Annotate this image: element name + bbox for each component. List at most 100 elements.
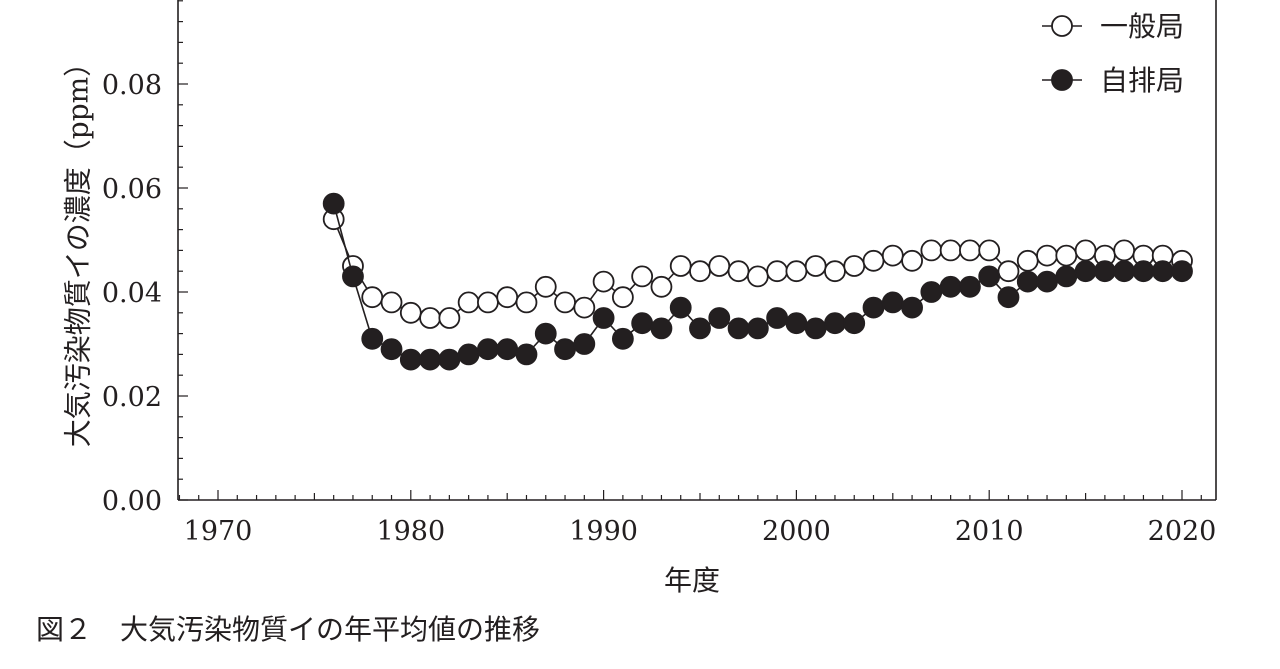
data-point (785, 312, 808, 335)
data-point (824, 260, 846, 283)
data-point (727, 260, 750, 283)
legend-marker (1051, 69, 1073, 91)
x-tick-label: 1980 (376, 516, 445, 547)
data-point (959, 275, 981, 298)
data-point (939, 239, 962, 262)
data-point (1016, 249, 1039, 272)
data-point (1036, 244, 1058, 267)
x-tick-label: 1990 (569, 516, 638, 547)
data-point (650, 317, 673, 340)
data-point (322, 192, 345, 215)
data-point (419, 307, 441, 329)
data-point (496, 338, 519, 361)
data-point (843, 312, 866, 335)
x-tick-label: 2020 (1148, 516, 1217, 547)
data-point (1093, 260, 1116, 283)
data-point (920, 281, 943, 303)
y-tick-label: 0.08 (102, 70, 162, 101)
data-point (611, 286, 634, 309)
data-point (477, 338, 499, 361)
y-axis-title: 大気汚染物質イの濃度（ppm） (62, 49, 95, 447)
data-point (1113, 239, 1136, 262)
data-point (997, 286, 1020, 309)
data-point (554, 291, 576, 314)
data-point (611, 327, 634, 350)
data-point (689, 260, 711, 283)
data-point (457, 343, 480, 366)
data-point (1074, 260, 1097, 283)
data-point (380, 291, 403, 314)
data-point (920, 239, 943, 262)
x-tick-label: 2010 (955, 516, 1024, 547)
data-point (727, 317, 750, 340)
data-point (1055, 244, 1078, 267)
data-point (766, 260, 789, 283)
data-point (399, 301, 422, 324)
data-point (342, 265, 364, 288)
data-point (1055, 265, 1078, 288)
data-point (708, 307, 731, 329)
data-point (689, 317, 711, 340)
data-point (804, 317, 827, 340)
series-layer (322, 192, 1193, 371)
legend-marker (1051, 15, 1073, 37)
data-point (1074, 239, 1097, 262)
data-point (804, 255, 827, 277)
data-point (457, 291, 480, 314)
data-point (592, 307, 615, 329)
y-tick-label: 0.00 (102, 486, 162, 517)
data-point (515, 343, 538, 366)
data-point (573, 333, 596, 355)
data-point (939, 275, 962, 298)
data-point (1171, 260, 1193, 283)
data-point (515, 291, 538, 314)
data-point (785, 260, 808, 283)
y-tick-label: 0.02 (102, 382, 162, 413)
data-point (1132, 260, 1155, 283)
data-point (1036, 270, 1058, 293)
series-2 (322, 192, 1193, 371)
data-point (361, 327, 384, 350)
legend-label: 一般局 (1100, 10, 1184, 43)
data-point (881, 244, 904, 267)
data-point (978, 239, 1001, 262)
data-point (669, 296, 692, 319)
data-point (399, 348, 422, 371)
data-point (1113, 260, 1136, 283)
data-point (959, 239, 981, 262)
y-tick-label: 0.06 (102, 174, 162, 205)
data-point (361, 286, 384, 309)
data-point (997, 260, 1020, 283)
data-point (1151, 260, 1174, 283)
figure-caption: 図２ 大気汚染物質イの年平均値の推移 (36, 613, 541, 646)
data-point (746, 265, 769, 288)
data-point (534, 275, 557, 298)
x-axis-title: 年度 (664, 564, 720, 597)
data-point (477, 291, 499, 314)
data-point (496, 286, 519, 309)
data-point (534, 322, 557, 345)
data-point (631, 265, 654, 288)
data-point (901, 249, 923, 272)
data-point (438, 307, 461, 329)
data-point (746, 317, 769, 340)
data-point (862, 296, 885, 319)
data-point (824, 312, 846, 335)
data-point (438, 348, 461, 371)
data-point (669, 255, 692, 277)
data-point (380, 338, 403, 361)
x-tick-label: 2000 (762, 516, 831, 547)
x-tick-label: 1970 (184, 516, 253, 547)
legend-label: 自排局 (1100, 64, 1184, 97)
data-point (901, 296, 923, 319)
data-point (573, 296, 596, 319)
data-point (978, 265, 1001, 288)
axes: 1970 1980 1990 2000 2010 2020 0.00 0.02 0.04 0.06… (102, 0, 1217, 547)
data-point (881, 291, 904, 314)
data-point (843, 255, 866, 277)
data-point (631, 312, 654, 335)
data-point (650, 275, 673, 298)
data-point (708, 255, 731, 277)
